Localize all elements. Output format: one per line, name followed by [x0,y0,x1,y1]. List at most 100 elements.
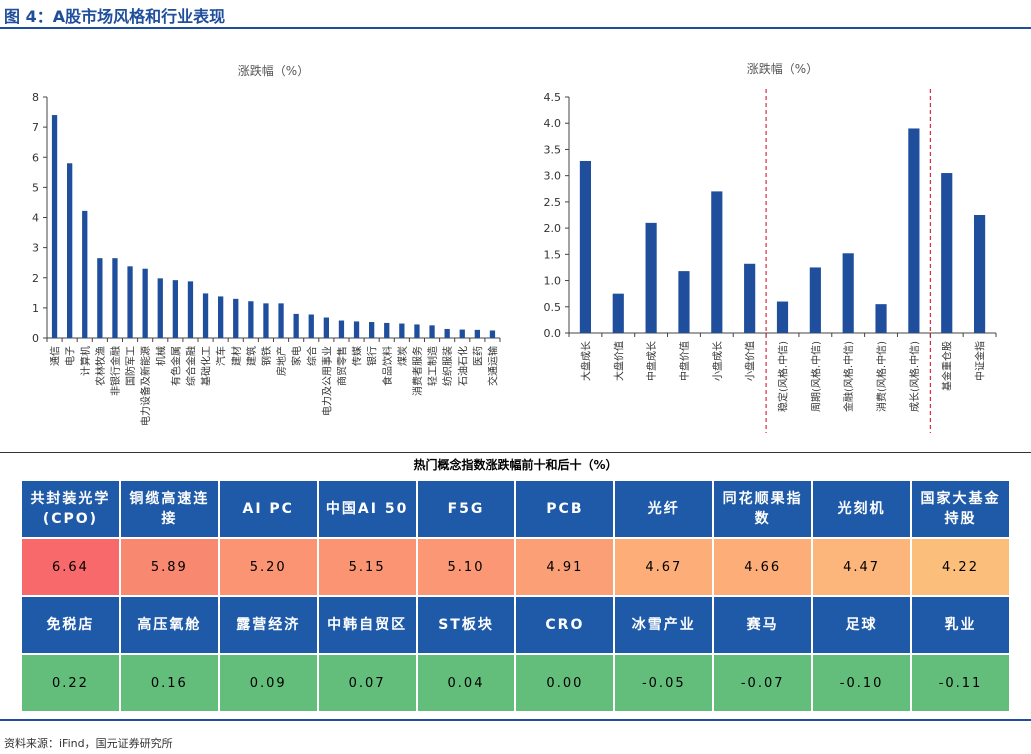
undefined-y-tick-label: 4.0 [544,117,562,130]
undefined-bar [338,320,345,338]
concept-name-cell: PCB [514,479,616,539]
undefined-category-label: 中盘成长 [645,341,658,381]
concept-name-cell: 国家大基金持股 [910,479,1011,539]
undefined-category-label: 银行 [366,346,379,366]
undefined-bar [612,293,624,333]
section-divider [0,452,1031,453]
undefined-category-label: 传媒 [352,346,364,366]
undefined-bar [112,258,118,338]
undefined-bar [157,278,163,338]
undefined-category-label: 石油石化 [456,346,469,386]
undefined-bar [459,329,465,338]
undefined-bar [645,222,657,333]
concept-name-cell: 光刻机 [811,479,913,539]
undefined-y-tick-label: 2.0 [544,222,562,235]
undefined-category-label: 小盘成长 [711,341,724,381]
concept-value-cell: 4.66 [712,537,814,597]
concept-value-cell: -0.10 [811,653,913,713]
undefined-bar [474,329,480,338]
concept-value-cell: 0.04 [415,653,517,713]
undefined-bar [308,314,314,338]
style-bar-chart: 涨跌幅（%） 0.0 0.5 1.0 1.5 2.0 2.5 3.0 3.5 4.0 4.5 大盘成长… [544,61,997,433]
undefined-bar [51,115,58,338]
undefined-category-label: 家电 [290,346,303,366]
concept-name-cell: 中韩自贸区 [316,595,418,655]
undefined-bar [278,303,284,338]
concept-name-cell: 冰雪产业 [613,595,715,655]
undefined-y-tick-label: 3.0 [544,170,562,183]
title-rule [0,27,1031,29]
undefined-bar [218,296,224,338]
undefined-bar [489,330,496,338]
table-row-bottom-values: 0.22 0.16 0.09 0.07 0.04 0.00 -0.05 -0.07 -0.10-… [20,653,1011,713]
undefined-category-label: 国防军工 [124,346,137,386]
undefined-category-label: 纺织服装 [441,346,454,386]
undefined-category-label: 汽车 [215,346,228,366]
undefined-category-label: 消费(风格.中信) [875,341,888,412]
undefined-category-label: 中证金指 [974,341,987,381]
undefined-category-label: 周期(风格.中信) [809,341,822,412]
undefined-bar [875,304,887,333]
undefined-bar [82,210,88,338]
undefined-category-label: 通信 [50,346,62,366]
undefined-y-tick-label: 1.0 [544,275,562,288]
undefined-category-label: 计算机 [79,346,92,376]
undefined-bar [369,322,375,338]
concept-name-cell: 免税店 [20,595,121,655]
undefined-bar [384,322,390,338]
concept-name-cell: 共封装光学(CPO) [20,479,121,539]
undefined-y-tick-label: 1.5 [544,248,562,261]
undefined-bar [353,321,360,338]
concept-name-cell: 露营经济 [217,595,319,655]
undefined-y-tick-label: 6 [32,151,39,164]
undefined-bar [263,303,269,338]
undefined-y-tick-label: 8 [32,91,39,104]
undefined-category-label: 大盘成长 [579,341,592,381]
undefined-y-tick-label: 5 [32,181,39,194]
undefined-bar [711,191,723,333]
undefined-category-label: 电力设备及新能源 [139,346,152,426]
undefined-bar [744,263,756,333]
undefined-y-tick-label: 2 [32,272,39,285]
undefined-y-tick-label: 4.5 [544,91,562,104]
undefined-bar [67,163,73,338]
concept-value-cell: 4.67 [613,537,715,597]
undefined-category-label: 交通运输 [486,346,499,386]
undefined-y-tick-label: 0.0 [544,327,562,340]
concept-name-cell: AI PC [217,479,319,539]
undefined-bar [579,160,592,333]
undefined-bar [202,293,209,338]
table-row-top-values: 6.64 5.89 5.20 5.15 5.10 4.91 4.67 4.66 4.47 4.22 [20,537,1011,597]
undefined-bar [429,325,435,338]
undefined-category-label: 小盘价值 [744,341,757,381]
concept-value-cell: -0.11 [910,653,1011,713]
undefined-bar [444,328,450,338]
concept-value-cell: 4.22 [910,537,1011,597]
concept-value-cell: 0.00 [514,653,616,713]
undefined-y-tick-label: 2.5 [544,196,562,209]
industry-bar-chart: 涨跌幅（%） 0 1 2 3 4 5 6 7 8 通信 电子 计算机 农林牧渔 非银行金融 国防军工 电力设备及… [32,63,501,426]
undefined-y-tick-label: 3.5 [544,143,562,156]
undefined-bar [97,258,103,338]
concept-name-cell: 同花顺果指数 [712,479,814,539]
concept-value-cell: 6.64 [20,537,121,597]
concept-value-cell: 4.91 [514,537,616,597]
undefined-category-label: 有色金属 [169,346,182,386]
undefined-category-label: 食品饮料 [381,346,394,386]
undefined-category-label: 综合金融 [184,346,197,386]
undefined-category-label: 机械 [154,346,167,366]
undefined-title: 涨跌幅（%） [747,61,818,76]
concept-value-cell: 0.22 [20,653,121,713]
table-title: 热门概念指数涨跌幅前十和后十（%） [413,458,618,472]
table-row-bottom-names: 免税店 高压氧舱 露营经济 中韩自贸区 ST板块 CRO 冰雪产业 赛马 足球 乳业 [20,595,1011,655]
undefined-bar [293,313,299,338]
undefined-category-label: 综合 [305,346,318,366]
undefined-category-label: 非银行金融 [109,346,122,396]
undefined-y-tick-label: 1 [32,302,39,315]
undefined-category-label: 房地产 [275,346,288,376]
concept-name-cell: ST板块 [415,595,517,655]
undefined-category-label: 电力及公用事业 [320,346,333,416]
concept-index-table: 共封装光学(CPO) 铜缆高速连接 AI PC 中国AI 50 F5G PCB 光纤 同花顺果… [20,479,1011,713]
undefined-category-label: 稳定(风格.中信) [777,341,790,412]
undefined-bar [776,301,789,333]
